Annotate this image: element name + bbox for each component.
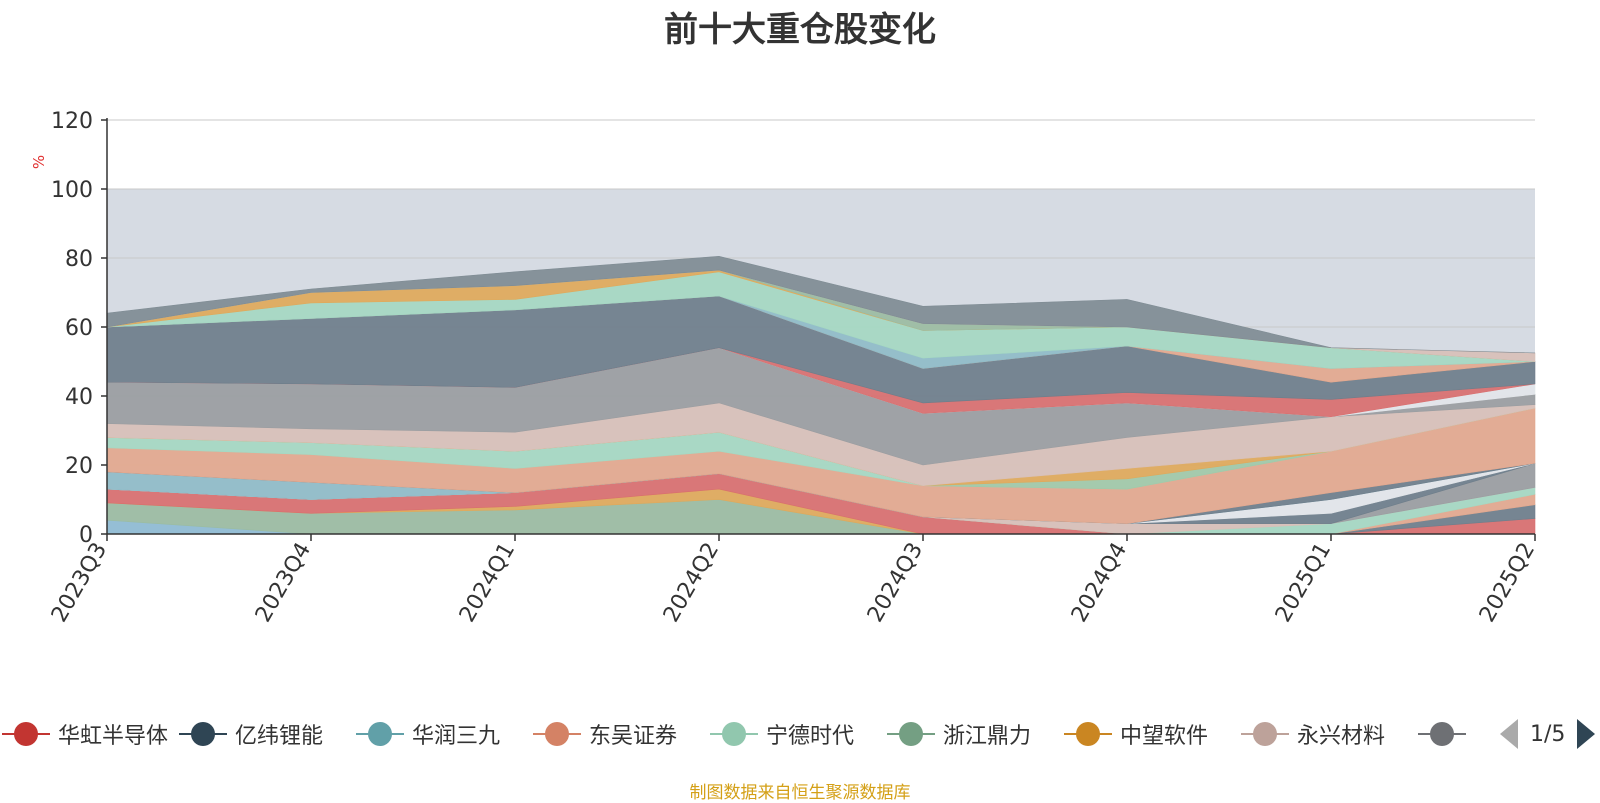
legend-next-page-button[interactable] [1577,719,1596,749]
legend-page-indicator: 1/5 [1530,721,1566,747]
legend-pager: 1/5 [1500,716,1596,752]
x-tick-label: 2025Q2 [1475,539,1540,627]
legend-label: 华虹半导体 [58,724,169,749]
y-tick-label: 80 [65,247,93,272]
legend-item[interactable]: 华润三九 [356,716,500,752]
chart-title: 前十大重仓股变化 [664,10,936,50]
x-tick-label: 2024Q2 [659,539,724,627]
x-tick-label: 2023Q3 [47,539,112,627]
x-tick-label: 2024Q1 [455,539,520,627]
legend-label: 中望软件 [1120,724,1209,749]
legend-marker-icon [1064,716,1112,752]
legend-label: 永兴材料 [1297,724,1386,749]
legend-marker-icon [1418,716,1466,752]
area-series [106,255,1536,354]
legend-marker-icon [533,716,581,752]
y-tick-label: 20 [65,454,93,479]
legend-marker-icon [179,716,227,752]
legend-marker-icon [356,716,404,752]
legend-label: 东吴证券 [589,724,678,749]
legend-label: 浙江鼎力 [943,724,1032,749]
y-tick-label: 40 [65,385,93,410]
legend-item[interactable]: 亿纬锂能 [179,716,323,752]
y-tick-label: 60 [65,316,93,341]
y-tick-label: 0 [79,523,93,548]
legend-item[interactable]: 东吴证券 [533,716,677,752]
legend-label: 华润三九 [412,724,501,749]
x-tick-label: 2025Q1 [1271,539,1336,627]
legend-item[interactable] [1418,716,1466,752]
legend-marker-icon [887,716,935,752]
source-note: 制图数据来自恒生聚源数据库 [689,783,911,803]
x-tick-label: 2024Q3 [863,539,928,627]
x-tick-label: 2023Q4 [251,539,316,627]
legend-item[interactable]: 华虹半导体 [2,716,168,752]
legend-marker-icon [1241,716,1289,752]
legend-prev-page-button[interactable] [1500,719,1518,749]
chart-legend: 华虹半导体 亿纬锂能 华润三九 东吴证券 宁德时代 浙江鼎力 中望软件 永兴材料 [0,716,1600,756]
x-tick-label: 2024Q4 [1067,539,1132,627]
y-tick-label: 100 [51,178,93,203]
y-axis-label: % [30,155,48,169]
legend-label: 宁德时代 [766,724,855,749]
y-tick-label: 120 [51,109,93,134]
legend-marker-icon [710,716,758,752]
legend-label: 亿纬锂能 [235,724,324,749]
legend-item[interactable]: 永兴材料 [1241,716,1385,752]
legend-item[interactable]: 浙江鼎力 [887,716,1031,752]
legend-item[interactable]: 中望软件 [1064,716,1208,752]
legend-marker-icon [2,716,50,752]
legend-item[interactable]: 宁德时代 [710,716,854,752]
